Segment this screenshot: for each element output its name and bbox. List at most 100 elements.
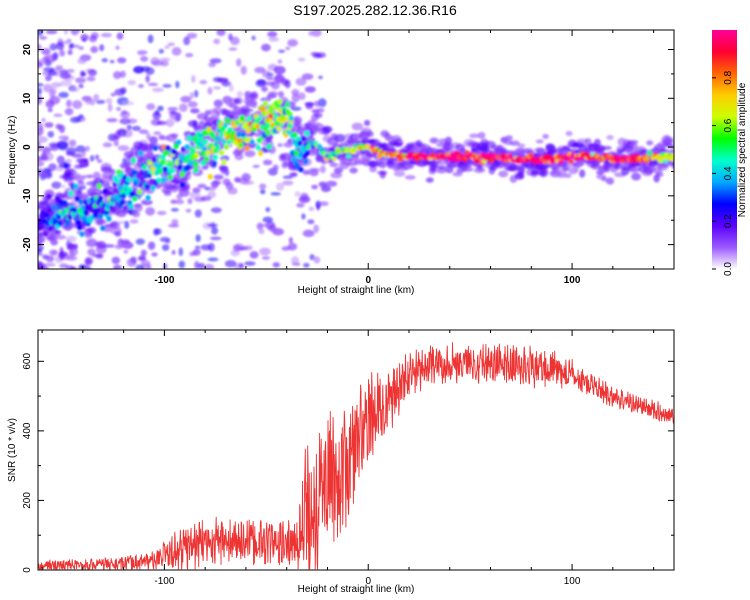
heat-cell [113, 141, 119, 147]
heat-cell [283, 116, 289, 122]
heat-cell [474, 159, 480, 164]
heat-cell [313, 256, 321, 264]
heat-cell [138, 84, 144, 89]
heat-cell [173, 143, 179, 150]
heat-cell [205, 149, 211, 156]
heat-cell [67, 49, 73, 56]
heat-cell [117, 57, 127, 64]
heat-cell [235, 131, 242, 138]
heat-cell [87, 69, 98, 77]
heat-cell [260, 223, 271, 228]
heat-cell [38, 265, 49, 269]
heat-cell [75, 77, 86, 84]
heat-cell [157, 105, 164, 112]
heat-cell [184, 144, 190, 150]
heat-cell [55, 234, 67, 240]
heat-cell [54, 196, 61, 203]
heat-cell [137, 50, 146, 56]
snr-x-label: Height of straight line (km) [298, 584, 415, 595]
heat-cell [200, 195, 212, 202]
heat-cell [106, 190, 112, 197]
heat-cell [194, 152, 200, 158]
heat-cell [290, 106, 302, 111]
heat-cell [119, 199, 125, 206]
heat-cell [96, 254, 104, 259]
heat-cell [42, 146, 52, 155]
heat-cell [376, 154, 382, 159]
heat-cell [50, 82, 63, 88]
heat-cell [288, 237, 293, 244]
heat-cell [171, 219, 179, 226]
heat-cell [68, 139, 77, 147]
heat-cell [228, 84, 234, 92]
heat-cell [129, 191, 135, 197]
heat-cell [272, 113, 278, 119]
heat-cell [593, 144, 606, 153]
heat-cell [130, 157, 136, 164]
heat-cell [161, 176, 167, 183]
heat-cell [238, 142, 244, 148]
heat-cell [206, 223, 218, 228]
heat-cell [132, 211, 141, 218]
heat-cell [95, 217, 105, 226]
heat-cell [266, 76, 275, 81]
heat-cell [367, 131, 374, 137]
heat-cell [210, 207, 222, 213]
heat-cell [258, 228, 265, 235]
heat-cell [239, 116, 245, 122]
heat-cell [74, 44, 80, 49]
heat-cell [296, 126, 307, 136]
heat-cell [135, 264, 145, 269]
heat-cell [140, 249, 147, 257]
heat-cell [66, 255, 78, 261]
heat-cell [291, 256, 300, 265]
heat-cell [215, 144, 221, 150]
heat-cell [156, 177, 162, 184]
heat-cell [308, 167, 320, 172]
heat-cell [114, 178, 121, 184]
heat-cell [207, 257, 219, 262]
heat-cell [114, 244, 124, 250]
heat-cell [161, 244, 170, 251]
heat-cell [414, 157, 420, 162]
heat-cell [292, 116, 303, 125]
heat-cell [59, 49, 65, 57]
heat-cell [221, 159, 227, 166]
heat-cell [556, 173, 568, 179]
heat-cell [329, 162, 339, 168]
heat-cell [644, 158, 650, 164]
heat-cell [38, 83, 44, 87]
heat-cell [319, 165, 326, 174]
heat-cell [106, 118, 118, 123]
heat-cell [429, 137, 439, 144]
heat-cell [223, 144, 229, 150]
heat-cell [198, 135, 204, 142]
heat-cell [78, 114, 84, 119]
heat-cell [267, 31, 278, 38]
heat-cell [452, 171, 463, 177]
heat-cell [209, 58, 222, 64]
heat-cell [152, 142, 159, 148]
heat-cell [213, 99, 223, 108]
heat-cell [629, 167, 642, 172]
heat-cell [43, 262, 56, 267]
heat-cell [307, 119, 316, 127]
spectrogram-frame [37, 29, 675, 270]
heat-cell [517, 166, 526, 175]
heat-cell [304, 150, 310, 157]
heat-cell [535, 139, 544, 144]
heat-cell [139, 176, 145, 183]
heat-cell [184, 172, 191, 181]
heat-cell [73, 30, 81, 34]
heat-cell [286, 129, 292, 136]
heat-cell [240, 131, 247, 138]
heat-cell [46, 193, 52, 200]
heat-cell [261, 256, 271, 260]
heat-cell [297, 57, 306, 62]
heat-cell [38, 144, 44, 152]
heat-cell [261, 43, 271, 52]
spectrogram-x-label: Height of straight line (km) [298, 285, 415, 296]
heat-cell [505, 135, 513, 141]
heat-cell [211, 226, 219, 235]
